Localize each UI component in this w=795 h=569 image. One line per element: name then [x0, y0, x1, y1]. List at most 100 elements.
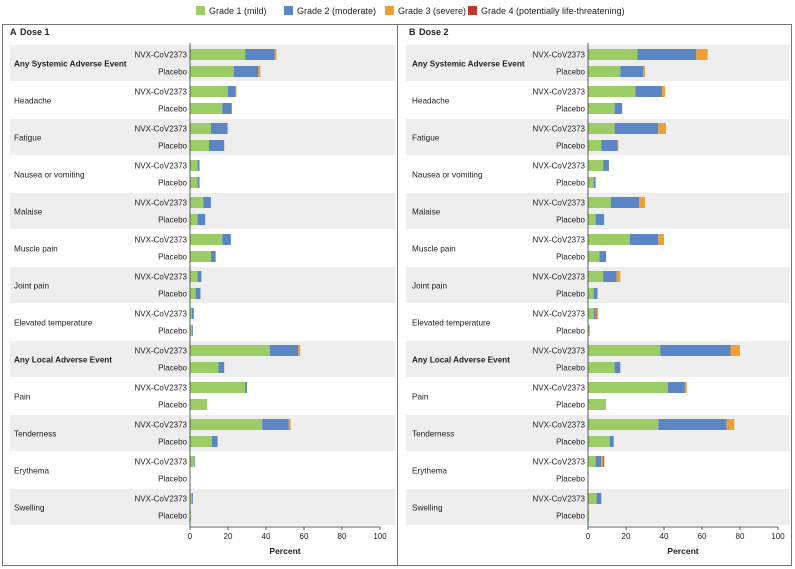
panel-b-bar-any-local-adverse-event-placebo-grade-2 [614, 362, 621, 373]
panel-b-bar-tenderness-placebo-grade-2 [609, 436, 614, 447]
panel-b-category-label: Any Local Adverse Event [412, 356, 510, 365]
panel-b-row-label: Placebo [556, 216, 585, 225]
panel-b-bar-any-systemic-adverse-event-nvx-cov2373-grade-2 [637, 49, 697, 60]
panel-b-row-label: Placebo [556, 438, 585, 447]
panel-b-row-label: NVX-CoV2373 [533, 384, 586, 393]
panel-a-bar-fatigue-nvx-cov2373-grade-2 [210, 123, 228, 134]
panel-b-bar-any-systemic-adverse-event-nvx-cov2373-grade-1 [588, 49, 638, 60]
legend-swatch-grade-4 [468, 6, 477, 15]
panel-b-row-label: Placebo [556, 401, 585, 410]
panel-b-row-label: Placebo [556, 179, 585, 188]
legend-label-grade-4: Grade 4 (potentially life-threatening) [481, 6, 625, 16]
panel-b-bar-swelling-nvx-cov2373-grade-1 [588, 493, 597, 504]
panel-b-bar-joint-pain-placebo-grade-2 [593, 288, 598, 299]
legend-item-grade-4: Grade 4 (potentially life-threatening) [468, 6, 625, 17]
panel-a-bar-joint-pain-nvx-cov2373-grade-1 [190, 271, 198, 282]
panel-b-x-tick-label: 60 [698, 532, 707, 541]
panel-b-row-label: NVX-CoV2373 [533, 162, 586, 171]
panel-b-row-label: NVX-CoV2373 [533, 51, 586, 60]
panel-a-row-label: Placebo [158, 179, 187, 188]
panel-b-row-label: NVX-CoV2373 [533, 199, 586, 208]
panel-b-bar-fatigue-placebo-grade-2 [601, 140, 618, 151]
panel-b-category-label: Fatigue [412, 134, 440, 143]
panel-a-row-label: Placebo [158, 142, 187, 151]
panel-a-row-label: Placebo [158, 105, 187, 114]
panel-a-bar-pain-placebo-grade-1 [190, 399, 208, 410]
panel-a-bar-any-local-adverse-event-nvx-cov2373-grade-3 [298, 345, 301, 356]
panel-a-bar-swelling-nvx-cov2373-grade-2 [191, 493, 193, 504]
panel-a-bar-fatigue-placebo-grade-2 [209, 140, 225, 151]
panel-a-bar-headache-nvx-cov2373-grade-2 [228, 86, 236, 97]
panel-b-row-label: NVX-CoV2373 [533, 88, 586, 97]
panel-b-category-label: Headache [412, 97, 450, 106]
panel-a-category-label: Malaise [14, 208, 43, 217]
panel-a-bar-fatigue-placebo-grade-1 [190, 140, 209, 151]
panel-a-category-label: Joint pain [14, 282, 49, 291]
panel-a-bar-joint-pain-nvx-cov2373-grade-2 [197, 271, 202, 282]
panel-b-category-label: Tenderness [412, 430, 454, 439]
panel-b-bar-malaise-nvx-cov2373-grade-1 [588, 197, 611, 208]
panel-a-bar-swelling-placebo-grade-1 [190, 510, 191, 521]
panel-b-x-tick-label: 100 [771, 532, 785, 541]
panel-b-bar-fatigue-nvx-cov2373-grade-3 [658, 123, 666, 134]
panel-a-row-label: NVX-CoV2373 [135, 88, 188, 97]
panel-a-category-label: Any Local Adverse Event [14, 356, 112, 365]
panel-b-bar-elevated-temperature-nvx-cov2373-grade-1 [588, 308, 594, 319]
panel-b-row-label: Placebo [556, 68, 585, 77]
panel-a-x-tick-label: 20 [224, 532, 233, 541]
panel-a-title: Dose 1 [20, 27, 50, 37]
panel-divider [397, 24, 398, 566]
legend-label-grade-2: Grade 2 (moderate) [297, 6, 377, 16]
panel-b-row-label: NVX-CoV2373 [533, 236, 586, 245]
panel-a-x-axis-label: Percent [269, 546, 300, 556]
panel-a-row-label: Placebo [158, 68, 187, 77]
panel-b-bar-joint-pain-nvx-cov2373-grade-2 [603, 271, 617, 282]
panel-a-bar-tenderness-placebo-grade-2 [211, 436, 218, 447]
panel-b-bar-any-systemic-adverse-event-placebo-grade-3 [643, 66, 645, 77]
panel-b-row-label: Placebo [556, 290, 585, 299]
panel-b-bar-tenderness-nvx-cov2373-grade-3 [726, 419, 735, 430]
panel-a-category-label: Headache [14, 97, 52, 106]
panel-a-bar-elevated-temperature-placebo-grade-2 [191, 325, 193, 336]
panel-b-category-label: Joint pain [412, 282, 447, 291]
panel-b-bar-nausea-or-vomiting-nvx-cov2373-grade-2 [603, 160, 609, 171]
legend-swatch-grade-2 [284, 6, 293, 15]
panel-b-bar-any-local-adverse-event-nvx-cov2373-grade-2 [660, 345, 731, 356]
panel-b-bar-erythema-nvx-cov2373-grade-4 [603, 456, 605, 467]
panel-a-bar-muscle-pain-nvx-cov2373-grade-1 [190, 234, 223, 245]
panel-b-bar-elevated-temperature-nvx-cov2373-grade-2 [593, 308, 596, 319]
panel-b-row-label: Placebo [556, 105, 585, 114]
panel-a-bar-muscle-pain-placebo-grade-1 [190, 251, 211, 262]
panel-b-bar-fatigue-nvx-cov2373-grade-2 [614, 123, 659, 134]
panel-a-band-swelling [10, 489, 395, 525]
panel-b-bar-swelling-nvx-cov2373-grade-2 [596, 493, 602, 504]
panel-a-category-label: Swelling [14, 504, 45, 513]
panel-a-bar-headache-nvx-cov2373-grade-1 [190, 86, 228, 97]
panel-a-row-label: Placebo [158, 512, 187, 521]
panel-b-bar-headache-nvx-cov2373-grade-3 [662, 86, 665, 97]
panel-b-bar-headache-nvx-cov2373-grade-2 [635, 86, 663, 97]
panel-b-bar-muscle-pain-nvx-cov2373-grade-2 [629, 234, 659, 245]
panel-a-bar-fatigue-nvx-cov2373-grade-1 [190, 123, 211, 134]
panel-b-category-label: Nausea or vomiting [412, 171, 483, 180]
legend-item-grade-1: Grade 1 (mild) [196, 6, 267, 17]
panel-a-row-label: NVX-CoV2373 [135, 125, 188, 134]
panel-a-bar-elevated-temperature-placebo-grade-1 [190, 325, 192, 336]
panel-b-row-label: Placebo [556, 253, 585, 262]
legend-item-grade-3: Grade 3 (severe) [385, 6, 466, 17]
panel-a-band-joint-pain [10, 267, 395, 303]
panel-a-bar-swelling-nvx-cov2373-grade-1 [190, 493, 192, 504]
panel-a-bar-pain-nvx-cov2373-grade-2 [245, 382, 247, 393]
panel-b-bar-any-local-adverse-event-nvx-cov2373-grade-1 [588, 345, 661, 356]
panel-b-row-label: NVX-CoV2373 [533, 421, 586, 430]
panel-b-category-label: Muscle pain [412, 245, 456, 254]
panel-a-bar-nausea-or-vomiting-placebo-grade-1 [190, 177, 198, 188]
panel-a-bar-malaise-nvx-cov2373-grade-2 [203, 197, 211, 208]
panel-b-category-label: Any Systemic Adverse Event [412, 60, 525, 69]
panel-b-bar-elevated-temperature-nvx-cov2373-grade-3 [595, 308, 597, 319]
panel-a-bar-joint-pain-placebo-grade-2 [195, 288, 201, 299]
panel-b-bar-any-systemic-adverse-event-placebo-grade-2 [620, 66, 644, 77]
panel-b-row-label: NVX-CoV2373 [533, 495, 586, 504]
panel-b-bar-erythema-nvx-cov2373-grade-1 [588, 456, 596, 467]
panel-b-x-axis-label: Percent [667, 546, 698, 556]
